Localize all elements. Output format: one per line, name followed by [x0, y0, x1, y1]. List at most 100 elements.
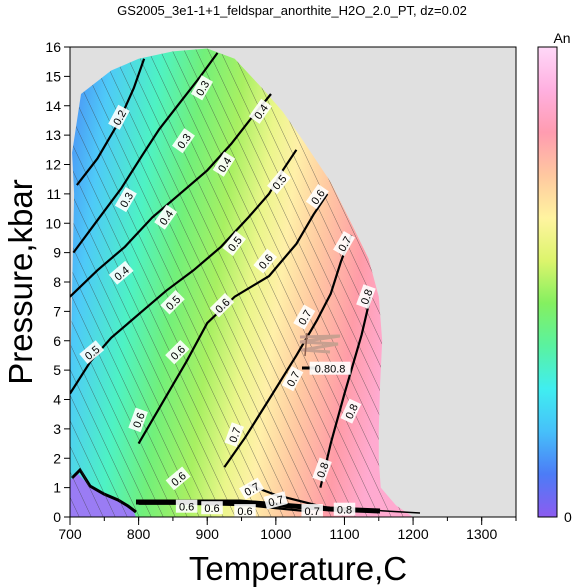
thin-contour-line	[70, 48, 277, 517]
thin-contour-line	[70, 48, 193, 517]
contour-label-box	[281, 366, 304, 392]
x-tick-label: 900	[196, 526, 220, 542]
x-tick-label: 1000	[260, 526, 291, 542]
thin-contour-line	[141, 48, 373, 517]
contour-line-0-8	[319, 296, 372, 488]
contour-label-box	[263, 491, 288, 510]
thin-contour-line	[177, 48, 409, 517]
y-tick-label: 6	[53, 333, 61, 349]
y-axis-title: Pressure,kbar	[2, 179, 39, 384]
y-tick-label: 8	[53, 274, 61, 290]
contour-label-text: 0.8	[359, 288, 376, 306]
contour-label-box	[333, 502, 356, 516]
thin-contour-line	[70, 48, 181, 517]
contour-label-box	[160, 290, 185, 315]
contour-label-box	[333, 230, 356, 257]
contour-label: 0.7	[263, 491, 288, 510]
thin-contour-line	[70, 48, 253, 517]
contour-label: 0.6	[175, 499, 198, 514]
contour-label-box	[340, 398, 362, 424]
violet-boundary	[70, 467, 137, 514]
contour-label-text: 0.7	[267, 494, 285, 510]
thin-contour-line	[165, 48, 397, 517]
contour-label-text: 0.8	[315, 461, 332, 479]
x-axis-title: Temperature,C	[189, 550, 407, 587]
contour-label-box	[108, 104, 130, 130]
contour-label-box	[175, 499, 198, 513]
y-tick-label: 3	[53, 421, 61, 437]
y-tick-label: 10	[45, 215, 61, 231]
thin-contour-line	[70, 48, 145, 517]
anomaly-tick-1	[304, 332, 308, 357]
y-tick-label: 1	[53, 480, 61, 496]
contour-label-box	[171, 128, 195, 154]
contour-label-box	[190, 75, 213, 101]
y-tick-label: 13	[45, 127, 61, 143]
contour-label-text: 0.8	[344, 402, 361, 421]
thin-contour-line	[70, 48, 217, 517]
contour-label-box	[305, 183, 329, 210]
thin-contour-line	[70, 48, 121, 517]
contour-label: 0.7	[301, 504, 323, 518]
thin-contour-line	[225, 48, 414, 517]
thin-contour-line	[70, 48, 229, 517]
contour-label-box	[165, 339, 190, 365]
thin-contour-line	[70, 48, 133, 517]
contour-label-box	[209, 292, 235, 318]
thin-contour-line	[574, 37, 585, 527]
contour-label-box	[309, 361, 351, 375]
chart-title: GS2005_3e1-1+1_feldspar_anorthite_H2O_2.…	[117, 3, 467, 18]
thin-contour-line	[153, 48, 385, 517]
x-tick-label: 700	[58, 526, 82, 542]
colorbar-label: An	[553, 30, 570, 46]
contour-label-box	[224, 422, 245, 447]
contour-label-box	[248, 98, 272, 124]
contour-label: 0.8	[333, 502, 356, 517]
contour-label-text: 0.80.8	[315, 364, 346, 376]
y-tick-label: 12	[45, 157, 61, 173]
thin-contour-line	[70, 48, 301, 517]
contour-label-text: 0.8	[337, 505, 352, 517]
stability-field	[70, 48, 414, 517]
contour-label-text: 0.7	[305, 506, 320, 518]
contour-line-0-6	[137, 193, 329, 445]
contour-label-box	[79, 340, 105, 365]
x-tick-label: 1100	[329, 526, 359, 542]
contour-label-text: 0.6	[237, 506, 252, 518]
thin-contour-line	[237, 48, 414, 517]
contour-label-box	[222, 231, 247, 256]
y-tick-label: 16	[45, 39, 61, 55]
contour-label-box	[301, 504, 323, 517]
contour-label: 0.8	[340, 398, 362, 424]
thin-contour-line	[70, 48, 205, 517]
thin-contour-lines	[70, 37, 585, 527]
contour-label-box	[253, 248, 278, 274]
contour-label-box	[165, 466, 191, 491]
contour-label-text: 0.6	[204, 503, 219, 515]
thin-contour-line	[562, 37, 585, 527]
contour-label-box	[201, 501, 223, 515]
contour-label-box	[293, 304, 316, 330]
y-tick-label: 4	[53, 392, 61, 408]
contour-label: 0.6	[128, 407, 148, 433]
contour-label: 0.8	[312, 457, 332, 483]
plot-area: 0.20.30.30.30.40.40.40.40.50.50.50.50.60…	[69, 37, 585, 527]
y-tick-label: 14	[45, 98, 61, 114]
thin-contour-line	[70, 48, 169, 517]
colorbar: An 0	[537, 30, 572, 525]
contour-label: 0.7	[224, 422, 245, 447]
colorbar-min-label: 0	[564, 509, 572, 525]
contour-label-box	[238, 477, 265, 500]
contour-label: 0.8	[356, 284, 376, 309]
contour-label: 0.80.8	[309, 361, 351, 376]
contour-label-box	[267, 169, 291, 195]
contour-line-0-3	[72, 52, 219, 254]
thin-contour-line	[105, 48, 337, 517]
contour-label-box	[356, 284, 376, 309]
contour-label-box	[128, 407, 148, 433]
thin-contour-line	[70, 48, 241, 517]
anomaly-band	[299, 334, 341, 354]
contour-line-0-4	[70, 93, 272, 298]
